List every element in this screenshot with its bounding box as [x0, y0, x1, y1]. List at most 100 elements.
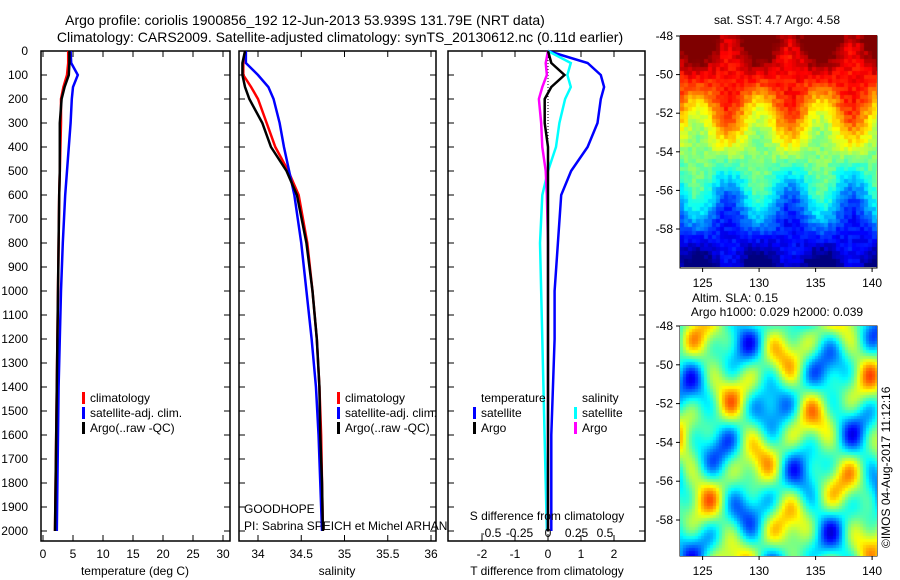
salinity-satellite-line	[244, 51, 324, 532]
sla-lon-label: 140	[862, 564, 882, 578]
depth-tick-label: 1300	[1, 356, 28, 370]
depth-tick-label: 800	[8, 236, 28, 250]
legend-label: Argo	[582, 421, 608, 435]
sst-lat-label: -54	[656, 145, 674, 159]
s-diff-tick-label: -0.25	[506, 526, 534, 540]
sla-lat-label: -58	[656, 513, 674, 527]
depth-tick-label: 1800	[1, 476, 28, 490]
t-diff-axis-tick-label: 2	[611, 547, 618, 561]
sst-map-title: sat. SST: 4.7 Argo: 4.58	[714, 13, 840, 27]
temperature-axis-tick-label: 20	[156, 547, 170, 561]
legend-swatch	[337, 392, 340, 404]
depth-tick-label: 1900	[1, 500, 28, 514]
pi-label: PI: Sabrina SPEICH et Michel ARHAN	[244, 519, 447, 533]
sst-lon-label: 125	[693, 276, 713, 290]
depth-tick-label: 200	[8, 92, 28, 106]
sla-map-title: Altim. SLA: 0.15	[692, 291, 778, 305]
sst-lat-label: -52	[656, 106, 674, 120]
sla-lat-label: -50	[656, 358, 674, 372]
legend-swatch	[574, 407, 577, 419]
sst-heatmap	[680, 35, 877, 267]
s-diff-tick-label: -0.5	[481, 526, 502, 540]
legend-label: satellite-adj. clim.	[90, 406, 182, 420]
temperature-axis-tick-label: 5	[70, 547, 77, 561]
sst-lon-label: 140	[862, 276, 882, 290]
title-line-2: Climatology: CARS2009. Satellite-adjuste…	[57, 29, 623, 45]
salinity-axis-tick-label: 36	[424, 547, 438, 561]
depth-tick-label: 600	[8, 188, 28, 202]
t-diff-axis-label: T difference from climatology	[470, 564, 624, 578]
depth-tick-label: 1200	[1, 332, 28, 346]
sla-lon-label: 125	[693, 564, 713, 578]
title-line-1: Argo profile: coriolis 1900856_192 12-Ju…	[65, 12, 545, 28]
s-diff-tick-label: 0.25	[565, 526, 589, 540]
depth-tick-label: 300	[8, 116, 28, 130]
depth-tick-label: 400	[8, 140, 28, 154]
legend-heading: salinity	[582, 391, 619, 405]
legend-swatch	[337, 407, 340, 419]
t-diff-satellite-line	[547, 49, 606, 531]
sst-lon-label: 135	[806, 276, 826, 290]
depth-tick-label: 1000	[1, 284, 28, 298]
legend-swatch	[473, 407, 476, 419]
sla-lon-label: 130	[749, 564, 769, 578]
depth-tick-label: 900	[8, 260, 28, 274]
salinity-panel-frame	[238, 50, 437, 542]
legend-label: satellite	[481, 406, 522, 420]
project-label: GOODHOPE	[244, 502, 315, 516]
legend-swatch	[82, 407, 85, 419]
sla-lat-label: -52	[656, 397, 674, 411]
legend-label: Argo	[481, 421, 507, 435]
sla-lat-label: -56	[656, 474, 674, 488]
sst-lat-label: -58	[656, 222, 674, 236]
sst-lat-label: -56	[656, 183, 674, 197]
temperature-axis-tick-label: 10	[96, 547, 110, 561]
legend-swatch	[337, 422, 340, 434]
temperature-satellite-line	[55, 50, 80, 532]
t-diff-argo-line	[543, 50, 567, 531]
salinity-axis-tick-label: 34.5	[290, 547, 314, 561]
legend-label: Argo(..raw -QC)	[345, 421, 430, 435]
legend-label: Argo(..raw -QC)	[90, 421, 175, 435]
sla-lat-label: -54	[656, 435, 674, 449]
sla-map-subtitle: Argo h1000: 0.029 h2000: 0.039	[691, 305, 863, 319]
legend-heading: temperature	[481, 391, 546, 405]
legend-label: satellite	[582, 406, 623, 420]
legend-label: climatology	[90, 391, 150, 405]
t-diff-axis-tick-label: -2	[477, 547, 488, 561]
sst-lat-label: -48	[656, 29, 674, 43]
salinity-argo-line	[241, 50, 325, 532]
salinity-axis-label: salinity	[319, 564, 356, 578]
t-diff-axis-tick-label: -1	[510, 547, 521, 561]
salinity-axis-tick-label: 34	[251, 547, 265, 561]
depth-tick-label: 0	[21, 44, 28, 58]
sla-lat-label: -48	[656, 319, 674, 333]
credit-label: ©IMOS 04-Aug-2017 11:12:16	[879, 386, 893, 548]
depth-tick-label: 1100	[2, 308, 28, 322]
depth-tick-label: 100	[8, 68, 28, 82]
sst-lon-label: 130	[749, 276, 769, 290]
depth-tick-label: 500	[8, 164, 28, 178]
temperature-axis-tick-label: 25	[186, 547, 200, 561]
legend-swatch	[82, 392, 85, 404]
legend-swatch	[82, 422, 85, 434]
depth-tick-label: 700	[8, 212, 28, 226]
temperature-panel-frame	[40, 50, 231, 542]
depth-tick-label: 1500	[1, 404, 28, 418]
legend-swatch	[574, 422, 577, 434]
s-diff-tick-label: 0	[545, 526, 552, 540]
legend-label: climatology	[345, 391, 405, 405]
depth-tick-label: 1700	[1, 452, 28, 466]
sla-lon-label: 135	[806, 564, 826, 578]
temperature-axis-tick-label: 0	[40, 547, 47, 561]
salinity-climatology-line	[242, 50, 325, 532]
depth-tick-label: 1600	[1, 428, 28, 442]
salinity-axis-tick-label: 35.5	[376, 547, 400, 561]
temperature-axis-label: temperature (deg C)	[81, 564, 189, 578]
sst-lat-label: -50	[656, 68, 674, 82]
difference-panel-frame	[447, 50, 646, 542]
temperature-argo-line	[53, 51, 71, 532]
t-diff-axis-tick-label: 1	[578, 547, 585, 561]
